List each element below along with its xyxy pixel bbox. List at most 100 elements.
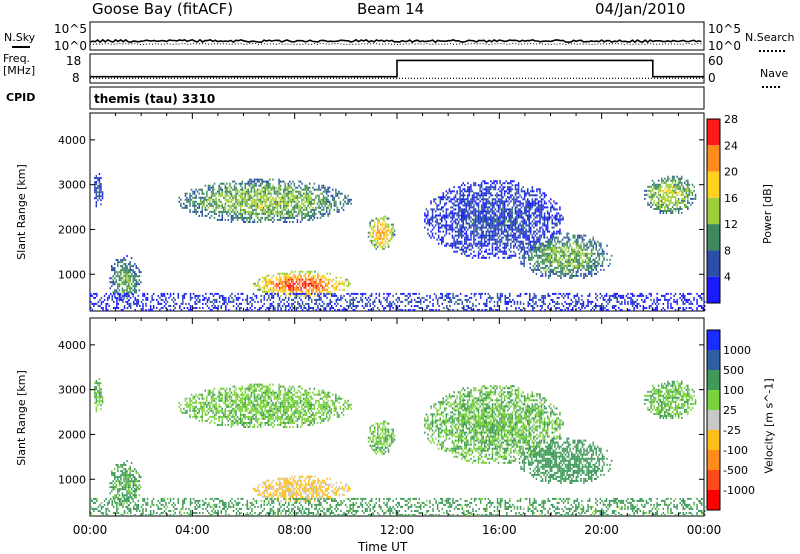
power-cell — [502, 220, 504, 223]
power-cell — [549, 242, 551, 245]
power-cell — [553, 206, 555, 209]
power-cell — [467, 254, 469, 257]
power-cell — [577, 240, 579, 243]
power-cell — [256, 190, 259, 193]
power-cell — [117, 287, 119, 290]
power-cell — [111, 285, 113, 288]
power-cell — [259, 184, 262, 187]
power-cell — [120, 296, 123, 299]
power-cell — [250, 188, 253, 191]
power-cell — [488, 196, 491, 199]
power-cell — [586, 248, 588, 251]
power-cell — [229, 294, 232, 297]
power-cell — [217, 292, 219, 295]
power-cell — [137, 267, 139, 270]
power-cell — [374, 237, 376, 240]
power-cell — [198, 206, 200, 209]
power-cell — [482, 218, 484, 221]
power-cell — [276, 202, 279, 205]
noise-sky-label: N.Sky — [4, 32, 35, 48]
power-cell — [381, 241, 384, 244]
power-cell — [261, 212, 263, 215]
power-cell — [441, 218, 443, 221]
power-cell — [267, 218, 269, 221]
power-cell — [289, 294, 291, 297]
power-cell — [269, 186, 271, 189]
power-cell — [539, 238, 541, 241]
power-cell — [549, 264, 551, 267]
power-cell — [583, 260, 585, 263]
power-cell — [522, 230, 524, 233]
power-cell — [184, 194, 187, 197]
nsearch-trace — [89, 42, 702, 46]
power-cell — [454, 220, 457, 223]
power-cell — [538, 250, 541, 253]
power-cell — [213, 182, 216, 185]
power-cell — [533, 242, 535, 245]
power-cell — [341, 282, 344, 285]
power-cell — [310, 208, 312, 211]
power-cell — [301, 300, 304, 303]
power-cell — [479, 252, 481, 255]
power-cell — [237, 298, 239, 301]
power-cell — [284, 282, 287, 285]
power-cell — [510, 210, 512, 213]
power-cell — [283, 292, 285, 295]
power-cell — [319, 202, 322, 205]
power-cell — [378, 235, 381, 238]
power-cell — [480, 256, 483, 259]
power-cell — [517, 244, 520, 247]
power-cell — [260, 307, 262, 309]
power-cell — [239, 192, 242, 195]
power-cell — [287, 200, 289, 203]
power-cell — [126, 289, 128, 292]
power-cell — [287, 192, 289, 195]
power-cell — [189, 307, 192, 309]
power-cell — [540, 206, 543, 209]
power-cell — [500, 202, 503, 205]
power-cell — [250, 214, 253, 217]
power-cell — [464, 200, 466, 203]
power-cell — [278, 272, 281, 275]
power-cell — [552, 236, 554, 239]
power-cell — [112, 283, 114, 286]
power-cell — [508, 226, 510, 229]
power-cell — [253, 212, 256, 215]
power-cell — [578, 250, 581, 253]
power-cell — [212, 206, 214, 209]
power-cell — [172, 305, 175, 307]
power-cell — [662, 212, 665, 214]
power-cell — [442, 196, 444, 199]
power-cell — [549, 238, 551, 241]
power-cell — [117, 271, 119, 274]
power-cell — [320, 282, 322, 285]
power-cell — [487, 202, 489, 205]
power-cell — [523, 220, 526, 223]
power-cell — [496, 182, 498, 185]
power-cell — [221, 206, 223, 209]
power-cell — [179, 305, 181, 307]
power-cell — [204, 208, 207, 211]
power-cell — [545, 226, 547, 229]
power-cell — [676, 191, 678, 194]
power-cell — [520, 212, 523, 215]
power-cell — [427, 214, 429, 217]
power-cell — [490, 208, 492, 211]
power-cell — [497, 228, 500, 231]
power-cell — [500, 188, 503, 191]
power-cell — [482, 212, 484, 215]
power-cell — [600, 244, 602, 247]
power-cell — [550, 216, 552, 219]
power-cell — [550, 202, 552, 205]
power-cell — [168, 305, 170, 307]
power-cell — [488, 240, 491, 243]
power-cell — [531, 190, 534, 193]
power-cell — [590, 266, 593, 269]
power-cell — [298, 305, 301, 307]
power-cell — [534, 194, 537, 197]
noise-right-tick-bottom: 10^0 — [708, 39, 741, 53]
power-cell — [249, 178, 251, 181]
power-cell — [517, 236, 520, 239]
power-cell — [557, 220, 560, 223]
power-cell — [151, 296, 153, 299]
